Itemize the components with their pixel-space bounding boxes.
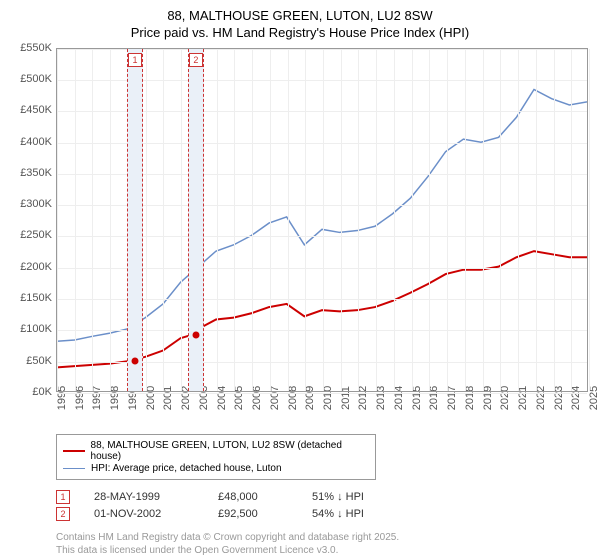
chart-area: £0K £50K £100K £150K £200K £250K £300K £350K £40… bbox=[12, 48, 588, 428]
gridline-v bbox=[429, 49, 430, 391]
footer-line1: Contains HM Land Registry data © Crown c… bbox=[56, 531, 588, 544]
gridline-v bbox=[92, 49, 93, 391]
footer: Contains HM Land Registry data © Crown c… bbox=[56, 531, 588, 557]
gridline-v bbox=[589, 49, 590, 391]
y-tick-label: £200K bbox=[12, 261, 52, 273]
chart-container: 88, MALTHOUSE GREEN, LUTON, LU2 8SW Pric… bbox=[0, 0, 600, 560]
sale-price: £92,500 bbox=[218, 508, 288, 520]
sale-rows: 1 28-MAY-1999 £48,000 51% ↓ HPI 2 01-NOV-2002… bbox=[56, 490, 588, 521]
legend-swatch bbox=[63, 468, 85, 469]
gridline-v bbox=[483, 49, 484, 391]
gridline-v bbox=[217, 49, 218, 391]
gridline-v bbox=[234, 49, 235, 391]
gridline-v bbox=[57, 49, 58, 391]
gridline-v bbox=[554, 49, 555, 391]
y-tick-label: £0K bbox=[12, 386, 52, 398]
gridline-v bbox=[146, 49, 147, 391]
sale-row: 2 01-NOV-2002 £92,500 54% ↓ HPI bbox=[56, 507, 588, 521]
marker-dot bbox=[192, 332, 199, 339]
gridline-v bbox=[75, 49, 76, 391]
gridline-v bbox=[500, 49, 501, 391]
gridline-v bbox=[110, 49, 111, 391]
y-tick-label: £350K bbox=[12, 167, 52, 179]
sale-ratio: 54% ↓ HPI bbox=[312, 508, 392, 520]
gridline-v bbox=[252, 49, 253, 391]
legend-row: HPI: Average price, detached house, Luto… bbox=[63, 463, 369, 474]
legend: 88, MALTHOUSE GREEN, LUTON, LU2 8SW (det… bbox=[56, 434, 376, 480]
gridline-h bbox=[57, 393, 587, 394]
gridline-v bbox=[447, 49, 448, 391]
chart-title: 88, MALTHOUSE GREEN, LUTON, LU2 8SW Pric… bbox=[12, 8, 588, 42]
y-tick-label: £100K bbox=[12, 323, 52, 335]
gridline-v bbox=[571, 49, 572, 391]
gridline-v bbox=[163, 49, 164, 391]
gridline-v bbox=[270, 49, 271, 391]
sale-date: 01-NOV-2002 bbox=[94, 508, 194, 520]
marker-band bbox=[188, 49, 204, 391]
gridline-v bbox=[412, 49, 413, 391]
legend-swatch bbox=[63, 450, 85, 452]
legend-label: 88, MALTHOUSE GREEN, LUTON, LU2 8SW (det… bbox=[91, 440, 369, 462]
sale-date: 28-MAY-1999 bbox=[94, 491, 194, 503]
legend-row: 88, MALTHOUSE GREEN, LUTON, LU2 8SW (det… bbox=[63, 440, 369, 462]
marker-dot bbox=[132, 358, 139, 365]
y-tick-label: £500K bbox=[12, 73, 52, 85]
gridline-v bbox=[465, 49, 466, 391]
gridline-v bbox=[181, 49, 182, 391]
y-tick-label: £250K bbox=[12, 229, 52, 241]
gridline-v bbox=[394, 49, 395, 391]
plot-box: 12 bbox=[56, 48, 588, 392]
y-tick-label: £300K bbox=[12, 198, 52, 210]
legend-label: HPI: Average price, detached house, Luto… bbox=[91, 463, 282, 474]
title-line1: 88, MALTHOUSE GREEN, LUTON, LU2 8SW bbox=[167, 8, 432, 23]
marker-badge: 1 bbox=[128, 53, 142, 67]
marker-badge: 2 bbox=[189, 53, 203, 67]
sale-badge: 2 bbox=[56, 507, 70, 521]
y-tick-label: £400K bbox=[12, 136, 52, 148]
sale-row: 1 28-MAY-1999 £48,000 51% ↓ HPI bbox=[56, 490, 588, 504]
gridline-v bbox=[341, 49, 342, 391]
title-line2: Price paid vs. HM Land Registry's House … bbox=[131, 25, 469, 40]
gridline-v bbox=[536, 49, 537, 391]
marker-band bbox=[127, 49, 143, 391]
gridline-v bbox=[323, 49, 324, 391]
y-tick-label: £50K bbox=[12, 355, 52, 367]
sale-badge: 1 bbox=[56, 490, 70, 504]
gridline-v bbox=[358, 49, 359, 391]
y-tick-label: £450K bbox=[12, 104, 52, 116]
gridline-v bbox=[376, 49, 377, 391]
footer-line2: This data is licensed under the Open Gov… bbox=[56, 544, 588, 557]
gridline-v bbox=[288, 49, 289, 391]
y-tick-label: £150K bbox=[12, 292, 52, 304]
gridline-v bbox=[518, 49, 519, 391]
gridline-v bbox=[305, 49, 306, 391]
y-tick-label: £550K bbox=[12, 42, 52, 54]
sale-price: £48,000 bbox=[218, 491, 288, 503]
sale-ratio: 51% ↓ HPI bbox=[312, 491, 392, 503]
